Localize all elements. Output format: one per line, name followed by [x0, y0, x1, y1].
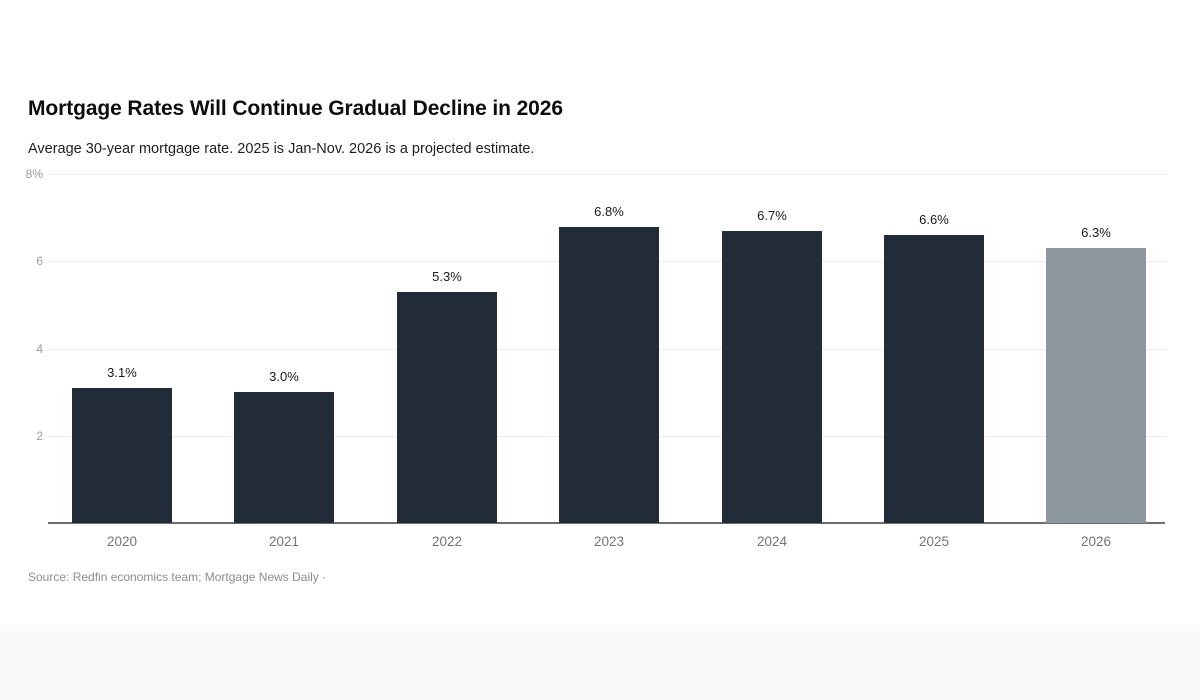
bar-2026 [1046, 248, 1146, 523]
bar-2023 [559, 227, 659, 523]
page-title: Mortgage Rates Will Continue Gradual Dec… [28, 97, 563, 120]
bar-value-label-2020: 3.1% [107, 365, 137, 380]
bar-value-label-2025: 6.6% [919, 212, 949, 227]
x-axis-line [48, 522, 1165, 524]
bar-2020 [72, 388, 172, 523]
bar-value-label-2024: 6.7% [757, 208, 787, 223]
x-tick-label-2022: 2022 [431, 534, 463, 549]
x-tick-label-2024: 2024 [756, 534, 788, 549]
bar-value-label-2026: 6.3% [1081, 225, 1111, 240]
bar-2025 [884, 235, 984, 523]
y-tick-label-6: 6 [36, 254, 43, 268]
bar-value-label-2021: 3.0% [269, 369, 299, 384]
page-bottom-band [0, 625, 1200, 700]
y-tick-label-8: 8% [25, 167, 43, 181]
bar-2024 [722, 231, 822, 523]
x-tick-label-2023: 2023 [593, 534, 625, 549]
x-tick-label-2025: 2025 [918, 534, 950, 549]
source-note: Source: Redfin economics team; Mortgage … [28, 570, 327, 584]
x-tick-label-2021: 2021 [268, 534, 300, 549]
bar-2021 [234, 392, 334, 523]
bar-value-label-2023: 6.8% [594, 204, 624, 219]
x-tick-label-2026: 2026 [1080, 534, 1112, 549]
gridline-8 [48, 174, 1167, 175]
erased-watermark-patch [440, 562, 645, 608]
y-tick-label-2: 2 [36, 429, 43, 443]
x-tick-label-2020: 2020 [106, 534, 138, 549]
page-subtitle: Average 30-year mortgage rate. 2025 is J… [28, 141, 535, 157]
bar-2022 [397, 292, 497, 523]
bar-value-label-2022: 5.3% [432, 269, 462, 284]
y-tick-label-4: 4 [36, 342, 43, 356]
